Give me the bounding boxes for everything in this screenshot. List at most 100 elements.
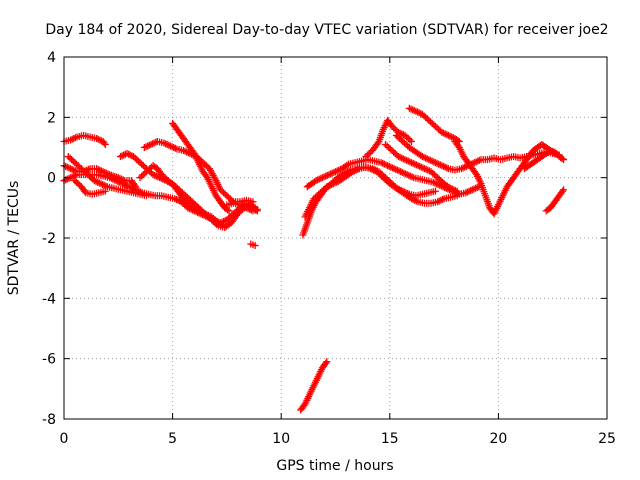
data-point — [450, 186, 458, 194]
data-point — [428, 119, 436, 127]
data-point — [249, 198, 257, 206]
data-point — [165, 141, 173, 149]
data-point — [131, 154, 139, 162]
data-point — [313, 192, 321, 200]
data-point — [144, 166, 152, 174]
data-point — [403, 171, 411, 179]
data-point — [179, 147, 187, 155]
data-point — [374, 139, 382, 147]
data-point — [72, 160, 80, 168]
data-point — [398, 130, 406, 138]
data-point — [388, 122, 396, 130]
data-point — [386, 145, 394, 153]
data-point — [244, 205, 252, 213]
data-point — [221, 190, 229, 198]
data-point — [224, 206, 232, 214]
data-point — [145, 141, 153, 149]
data-point — [134, 157, 142, 165]
data-point — [330, 168, 338, 176]
data-point — [397, 168, 405, 176]
data-point — [422, 154, 430, 162]
data-point — [333, 167, 341, 175]
data-point — [122, 181, 130, 189]
data-point — [459, 164, 467, 172]
data-point — [143, 192, 151, 200]
data-point — [151, 171, 159, 179]
data-point — [431, 187, 439, 195]
data-point — [323, 358, 331, 366]
data-point — [126, 151, 134, 159]
data-point — [408, 137, 416, 145]
x-tick-label: 15 — [381, 431, 399, 447]
data-point — [118, 152, 126, 160]
y-tick-label: -4 — [42, 291, 56, 307]
data-point — [311, 193, 319, 201]
data-point — [390, 124, 398, 132]
data-point — [435, 175, 443, 183]
data-point — [71, 177, 79, 185]
data-point — [560, 186, 568, 194]
data-point — [437, 196, 445, 204]
data-point — [424, 166, 432, 174]
data-point — [195, 207, 203, 215]
data-point — [423, 115, 431, 123]
series-track-j — [223, 199, 261, 215]
data-point — [372, 166, 380, 174]
data-point — [84, 171, 92, 179]
data-point — [472, 158, 480, 166]
x-tick-label: 25 — [598, 431, 616, 447]
data-point — [236, 201, 244, 209]
data-point — [246, 205, 254, 213]
data-point — [324, 182, 332, 190]
data-point — [430, 121, 438, 129]
data-point — [427, 156, 435, 164]
data-point — [391, 150, 399, 158]
data-point — [403, 156, 411, 164]
data-point — [368, 165, 376, 173]
data-point — [170, 144, 178, 151]
data-point — [110, 176, 118, 184]
data-point — [209, 214, 217, 222]
data-point — [420, 112, 428, 120]
data-point — [211, 216, 219, 224]
data-point — [378, 171, 386, 179]
data-point — [443, 164, 451, 172]
data-point — [416, 162, 424, 170]
data-point — [97, 180, 105, 188]
data-point — [242, 204, 250, 212]
data-point — [349, 168, 357, 176]
data-point — [402, 170, 410, 178]
data-point — [188, 204, 196, 212]
data-point — [396, 153, 404, 161]
data-point — [453, 187, 461, 195]
data-point — [472, 184, 480, 192]
data-point — [434, 180, 442, 188]
data-point — [409, 106, 417, 114]
data-point — [63, 175, 71, 183]
data-point — [102, 169, 110, 177]
data-point — [315, 175, 323, 183]
data-point — [410, 107, 418, 115]
data-point — [160, 139, 168, 147]
data-point — [65, 174, 73, 182]
data-point — [398, 168, 406, 176]
data-point — [431, 159, 439, 167]
data-point — [69, 157, 77, 165]
data-point — [223, 192, 231, 200]
series-track-v — [542, 186, 568, 215]
data-point — [380, 172, 388, 180]
series-track-q — [381, 140, 461, 195]
y-tick-label: 2 — [47, 110, 56, 126]
x-tick-label: 0 — [60, 431, 69, 447]
data-point — [463, 188, 471, 196]
data-point — [198, 208, 206, 216]
data-point — [436, 161, 444, 169]
grid — [64, 57, 607, 419]
data-point — [86, 172, 94, 180]
data-point — [343, 161, 351, 169]
data-point — [351, 167, 359, 175]
data-point — [322, 172, 330, 180]
data-point — [401, 156, 409, 164]
data-point — [81, 168, 89, 176]
data-point — [154, 173, 162, 181]
